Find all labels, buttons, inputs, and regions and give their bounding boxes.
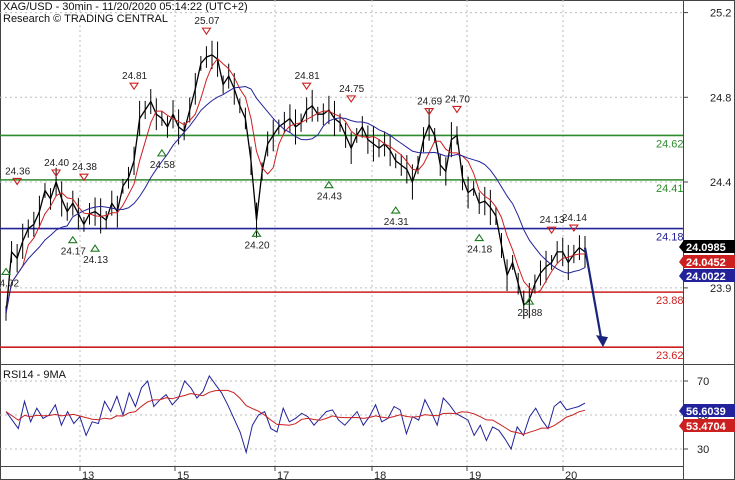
date-tick-label: 17 <box>277 470 289 480</box>
price-tag-label: 24.0452 <box>686 257 726 269</box>
price-tag <box>684 240 735 253</box>
swing-high-marker <box>451 105 462 114</box>
swing-high-marker <box>78 173 89 182</box>
swing-low-label: 24.20 <box>245 240 270 251</box>
swing-high-marker <box>129 82 140 91</box>
date-tick-label: 20 <box>565 470 577 480</box>
rsi-panel-label: RSI14 - 9MA <box>3 369 66 381</box>
price-tag-label: 24.0985 <box>686 242 726 254</box>
rsi-tag <box>684 419 735 432</box>
date-tick-label: 18 <box>374 470 386 480</box>
rsi-axis-label: 70 <box>697 376 709 388</box>
forecast-arrow <box>583 247 604 344</box>
swing-low-marker <box>251 229 262 237</box>
swing-high-marker <box>201 27 212 36</box>
swing-high-label: 24.69 <box>417 97 442 108</box>
date-tick-label: 15 <box>177 470 189 480</box>
swing-low-marker <box>390 206 401 214</box>
swing-high-label: 24.75 <box>339 84 364 95</box>
forecast-arrowhead <box>596 335 608 348</box>
price-tag-label: 24.0022 <box>686 271 726 283</box>
price-tag-pointer <box>679 255 684 268</box>
swing-high-label: 25.07 <box>194 16 219 27</box>
chart-source: Research © TRADING CENTRAL <box>3 13 168 25</box>
swing-low-marker <box>67 235 78 244</box>
swing-low-marker <box>474 233 485 242</box>
price-axis-label: 25.2 <box>710 8 731 20</box>
date-tick-label: 19 <box>469 470 481 480</box>
chart-title: XAG/USD - 30min - 11/20/2020 05:14:22 (U… <box>3 1 248 13</box>
swing-high-label: 24.14 <box>562 213 587 224</box>
swing-low-marker <box>0 267 12 276</box>
price-tag-pointer <box>679 269 684 282</box>
swing-high-label: 24.13 <box>540 215 565 226</box>
price-axis-label: 24.8 <box>710 92 731 104</box>
rsi-tag-label: 56.6039 <box>686 406 726 418</box>
level-label: 23.88 <box>656 295 684 307</box>
rsi-ma-line <box>5 389 586 435</box>
date-tick-label: 13 <box>82 470 94 480</box>
price-axis-label: 24.4 <box>710 177 731 189</box>
level-label: 23.62 <box>656 350 684 362</box>
swing-low-marker <box>156 148 167 157</box>
swing-low-label: 24.18 <box>467 245 492 256</box>
swing-high-label: 24.81 <box>122 71 147 82</box>
price-axis-label: 23.9 <box>710 283 731 295</box>
swing-low-label: 24.43 <box>317 192 342 203</box>
swing-low-label: 24.02 <box>0 278 19 289</box>
rsi-tag-pointer <box>679 419 684 432</box>
price-tag <box>684 255 735 268</box>
level-label: 24.41 <box>656 183 684 195</box>
swing-high-marker <box>424 108 435 116</box>
swing-high-label: 24.38 <box>72 162 97 173</box>
swing-low-label: 24.13 <box>83 255 108 266</box>
swing-high-label: 24.70 <box>445 94 470 105</box>
swing-low-marker <box>90 244 101 252</box>
swing-high-marker <box>546 226 557 235</box>
swing-high-label: 24.36 <box>5 166 30 177</box>
price-series-line <box>5 54 586 314</box>
swing-high-marker <box>301 82 312 91</box>
swing-low-label: 24.17 <box>61 247 86 258</box>
rsi-tag <box>684 404 735 417</box>
swing-high-label: 24.81 <box>295 71 320 82</box>
swing-low-label: 24.31 <box>384 217 409 228</box>
price-tag-pointer <box>679 240 684 253</box>
swing-low-marker <box>323 180 334 189</box>
swing-low-label: 23.88 <box>517 308 542 319</box>
rsi-tag-label: 53.4704 <box>686 421 727 433</box>
moving-average-slow-line <box>5 85 586 314</box>
level-label: 24.18 <box>656 232 684 244</box>
swing-high-marker <box>51 169 62 177</box>
rsi-tag-pointer <box>679 404 684 417</box>
swing-high-marker <box>346 95 357 103</box>
swing-high-label: 24.40 <box>44 158 69 169</box>
moving-average-fast-line <box>5 57 585 314</box>
rsi-line <box>5 374 586 455</box>
rsi-axis-label: 30 <box>697 444 709 456</box>
swing-low-label: 24.58 <box>150 160 175 171</box>
swing-high-marker <box>12 177 23 186</box>
swing-high-marker <box>568 224 579 233</box>
swing-low-marker <box>524 297 535 305</box>
level-label: 24.62 <box>656 138 684 150</box>
price-tag <box>684 269 735 282</box>
